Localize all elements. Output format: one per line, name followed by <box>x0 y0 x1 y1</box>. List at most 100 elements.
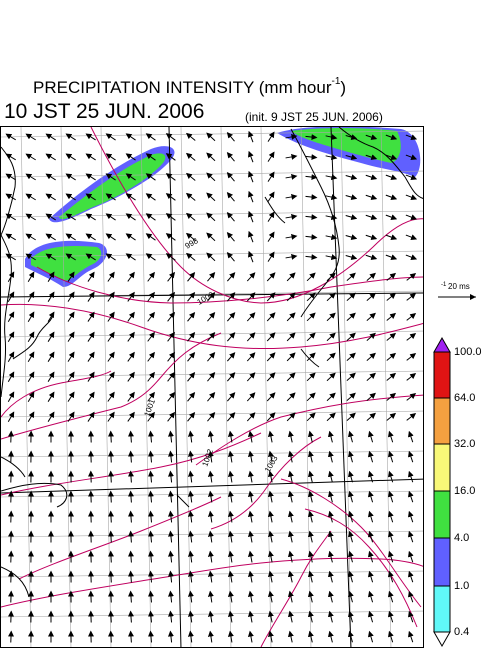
wind-vector <box>45 193 56 201</box>
wind-vector <box>185 252 196 261</box>
wind-vector <box>345 234 358 241</box>
wind-vector <box>405 154 418 160</box>
wind-vector <box>367 550 374 563</box>
grid-meridian <box>220 127 232 647</box>
wind-vector <box>105 213 116 221</box>
wind-vector <box>286 312 296 322</box>
wind-vector <box>247 590 254 603</box>
wind-vector <box>167 590 174 603</box>
wind-vector <box>167 470 174 483</box>
wind-vector <box>386 312 397 321</box>
wind-vector <box>226 171 235 182</box>
wind-vector <box>167 411 176 422</box>
grid-parallel <box>1 370 423 378</box>
wind-vector <box>206 192 216 202</box>
grid-meridian <box>100 127 112 647</box>
colorbar-band <box>433 537 451 587</box>
colorbar-band <box>433 397 451 445</box>
wind-vector <box>405 214 418 220</box>
wind-vector <box>87 371 95 382</box>
grid-meridian <box>20 127 32 647</box>
wind-vector <box>127 590 134 603</box>
wind-vector <box>407 590 414 603</box>
wind-vector <box>287 430 294 443</box>
wind-vector <box>127 630 134 643</box>
wind-vector <box>145 153 156 161</box>
wind-vector <box>185 232 196 241</box>
wind-vector <box>287 450 294 463</box>
wind-vector <box>67 311 75 322</box>
wind-vector <box>67 411 75 422</box>
wind-vector <box>167 291 176 302</box>
wind-vector <box>307 630 314 643</box>
wind-vector <box>405 234 418 240</box>
wind-vector <box>267 530 274 543</box>
wind-vector <box>207 292 216 302</box>
wind-vectors <box>5 130 418 643</box>
wind-vector <box>27 271 35 282</box>
wind-vector <box>306 392 316 402</box>
wind-vector <box>147 391 155 402</box>
wind-vector <box>306 272 316 282</box>
wind-vector <box>167 331 176 342</box>
wind-vector <box>327 610 334 623</box>
wind-vector <box>366 412 376 421</box>
wind-vector <box>325 234 338 241</box>
wind-vector <box>27 311 35 322</box>
wind-vector <box>386 352 397 361</box>
wind-vector <box>366 272 376 281</box>
wind-vector <box>47 411 55 422</box>
wind-vector <box>167 550 174 563</box>
wind-vector <box>287 570 294 583</box>
wind-vector <box>246 292 256 302</box>
wind-vector <box>325 134 338 141</box>
wind-vector <box>267 470 274 483</box>
wind-vector <box>327 470 334 483</box>
wind-vector <box>347 470 354 483</box>
wind-vector <box>105 233 116 241</box>
colorbar-band <box>433 585 451 633</box>
chart-title: PRECIPITATION INTENSITY (mm hour-1) <box>33 76 347 97</box>
wind-vector <box>47 351 55 362</box>
wind-vector <box>387 530 394 543</box>
wind-vector <box>407 490 414 503</box>
wind-vector <box>147 450 154 463</box>
wind-vector <box>85 233 96 241</box>
wind-vector <box>267 590 274 603</box>
wind-vector <box>346 272 356 282</box>
wind-vector <box>347 510 354 523</box>
wind-vector <box>227 610 234 623</box>
wind-vector <box>27 411 35 422</box>
wind-vector <box>327 510 334 523</box>
wind-vector <box>306 372 316 382</box>
wind-vector <box>227 430 234 443</box>
wind-vector <box>127 271 135 282</box>
wind-vector <box>47 271 55 282</box>
grid-parallel <box>1 530 423 538</box>
wind-vector <box>267 171 275 182</box>
wind-vector <box>226 191 235 202</box>
wind-vector <box>307 530 314 543</box>
wind-vector <box>45 173 56 181</box>
wind-vector <box>147 570 154 583</box>
wind-vector <box>47 391 55 402</box>
wind-vector <box>267 251 275 262</box>
wind-vector <box>187 570 194 583</box>
wind-vector <box>285 233 298 240</box>
wind-vector <box>246 392 256 402</box>
colorbar-label-16: 16.0 <box>454 485 476 497</box>
wind-vector <box>47 291 55 302</box>
wind-vector <box>405 134 418 140</box>
wind-vector <box>27 351 35 362</box>
wind-vector <box>167 371 176 382</box>
wind-vector <box>5 213 16 221</box>
wind-vector <box>307 490 314 503</box>
wind-vector <box>187 430 194 443</box>
wind-vector <box>167 630 174 643</box>
wind-vector <box>307 570 314 583</box>
wind-vector <box>346 372 356 382</box>
wind-vector <box>165 233 176 241</box>
wind-vector <box>87 291 95 302</box>
wind-vector <box>147 490 154 503</box>
wind-vector <box>187 490 194 503</box>
